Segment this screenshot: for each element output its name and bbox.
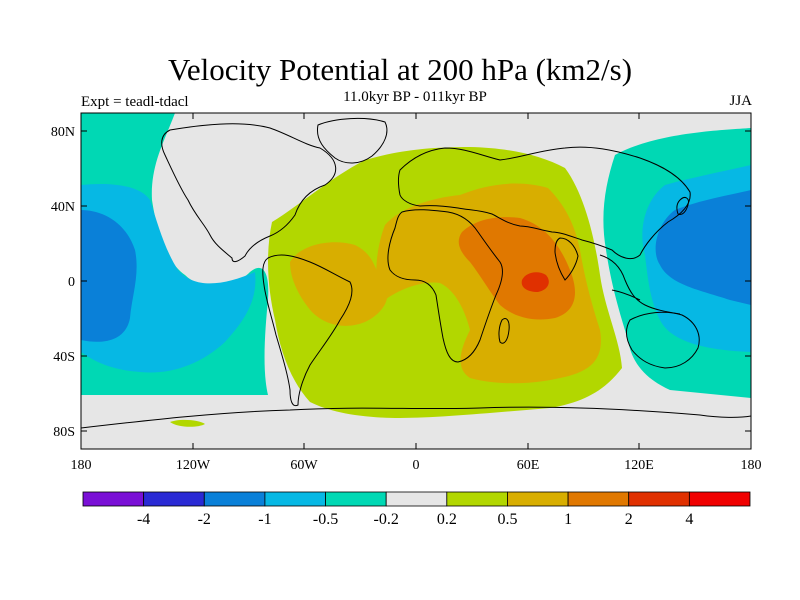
coastlines <box>81 117 751 429</box>
coast-antarctica <box>81 406 751 429</box>
colorbar-swatch <box>82 491 145 507</box>
lon-label-120e: 120E <box>624 458 654 473</box>
lat-label-80n: 80N <box>51 125 75 140</box>
colorbar-label: 0.2 <box>437 511 457 528</box>
colorbar-label: 0.5 <box>497 511 517 528</box>
colorbar-swatch <box>385 491 448 507</box>
colorbar-label: 4 <box>685 511 693 528</box>
contour-pos-02-tail <box>170 419 205 427</box>
lat-label-0: 0 <box>68 275 75 290</box>
colorbar-swatch <box>446 491 508 507</box>
lon-label-180w: 180 <box>71 458 92 473</box>
contour-neg-1-west <box>81 210 137 342</box>
contour-pos-2 <box>521 272 549 292</box>
colorbar-label: -4 <box>137 511 150 528</box>
lon-label-180e: 180 <box>741 458 762 473</box>
colorbar-swatch <box>325 491 387 507</box>
lat-label-40n: 40N <box>51 200 75 215</box>
plot-title: Velocity Potential at 200 hPa (km2/s) <box>167 52 633 87</box>
colorbar-label: 2 <box>625 511 633 528</box>
colorbar-swatch <box>507 491 569 507</box>
lat-axis: 80N 40N 0 40S 80S <box>51 125 751 440</box>
colorbar-swatch <box>688 491 751 507</box>
plot-subtitle: 11.0kyr BP - 011kyr BP <box>343 89 487 105</box>
colorbar-swatch <box>264 491 326 507</box>
colorbar-swatch <box>203 491 266 507</box>
contour-pos-1 <box>458 217 575 320</box>
coast-north-america <box>161 123 337 263</box>
coast-southeast-asia <box>599 254 681 315</box>
lon-label-60w: 60W <box>290 458 318 473</box>
colorbar-swatch <box>567 491 630 507</box>
season-label: JJA <box>729 93 752 109</box>
coast-madagascar <box>498 317 510 344</box>
colorbar-label: -0.2 <box>374 511 399 528</box>
colorbar-swatch <box>143 491 205 507</box>
coast-greenland <box>316 117 388 164</box>
lat-label-40s: 40S <box>53 350 75 365</box>
colorbar-label: -2 <box>198 511 211 528</box>
lon-axis: 180 120W 60W 0 60E 120E 180 <box>71 113 762 473</box>
colorbar-label: -1 <box>258 511 271 528</box>
coast-europe <box>398 146 691 260</box>
coast-australia <box>625 311 700 369</box>
coast-africa <box>387 209 504 363</box>
lon-label-0: 0 <box>413 458 420 473</box>
experiment-label: Expt = teadl-tdacl <box>81 94 189 110</box>
lat-label-80s: 80S <box>53 425 75 440</box>
contour-pos-05-atlantic <box>290 242 388 326</box>
coast-japan <box>676 197 689 215</box>
contour-field <box>81 113 751 449</box>
lon-label-60e: 60E <box>517 458 540 473</box>
colorbar-swatch <box>628 491 690 507</box>
coast-south-america <box>262 254 353 407</box>
coast-india <box>554 237 579 281</box>
contour-neg-1-east <box>655 190 751 305</box>
lon-label-120w: 120W <box>176 458 211 473</box>
colorbar-label: 1 <box>564 511 572 528</box>
colorbar: -4 -2 -1 -0.5 -0.2 0.2 0.5 1 2 4 <box>82 491 751 528</box>
colorbar-label: -0.5 <box>313 511 338 528</box>
